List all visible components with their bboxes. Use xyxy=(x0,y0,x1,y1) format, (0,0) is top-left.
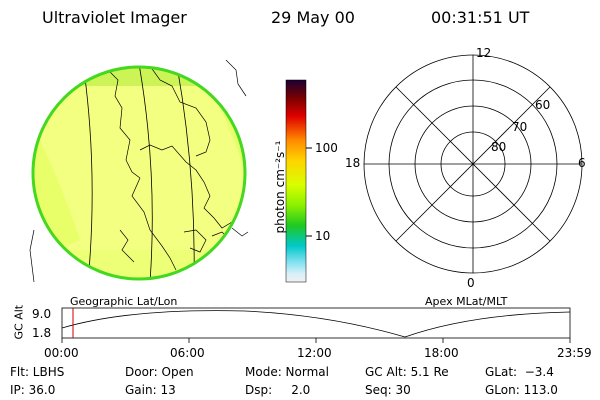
colorbar-tick-100: 100 xyxy=(315,141,338,155)
info-dsp: Dsp: 2.0 xyxy=(245,383,311,397)
info-seq: Seq: 30 xyxy=(365,383,411,397)
info-gc-alt: GC Alt: 5.1 Re xyxy=(365,365,449,379)
earth-disk-image xyxy=(29,59,249,283)
timeline-tick-1200: 12:00 xyxy=(297,346,332,360)
colorbar xyxy=(285,79,312,283)
mlt-label-6: 6 xyxy=(578,156,586,170)
mlat-label-60: 60 xyxy=(535,98,551,112)
colorbar-tick-10: 10 xyxy=(315,229,331,243)
instrument-title: Ultraviolet Imager xyxy=(42,8,187,27)
info-glon: GLon: 113.0 xyxy=(485,383,558,397)
info-door: Door: Open xyxy=(125,365,194,379)
time-label: 00:31:51 UT xyxy=(431,8,530,27)
info-glat: GLat: −3.4 xyxy=(485,365,554,379)
timeline-tick-0000: 00:00 xyxy=(44,346,79,360)
info-gain: Gain: 13 xyxy=(125,383,176,397)
mlt-label-18: 18 xyxy=(345,156,361,170)
timeline-tick-0600: 06:00 xyxy=(170,346,205,360)
colorbar-unit-label: photon cm⁻²s⁻¹ xyxy=(273,140,287,234)
info-mode: Mode: Normal xyxy=(245,365,329,379)
timeline-y-max: 9.0 xyxy=(32,307,52,321)
info-flt: Flt: LBHS xyxy=(10,365,65,379)
mlt-label-0: 0 xyxy=(467,276,475,290)
timeline-y-min: 1.8 xyxy=(32,326,52,340)
geographic-caption: Geographic Lat/Lon xyxy=(70,295,178,308)
timeline-tick-2359: 23:59 xyxy=(557,346,592,360)
info-ip: IP: 36.0 xyxy=(10,383,56,397)
mlat-label-80: 80 xyxy=(491,140,507,154)
apex-caption: Apex MLat/MLT xyxy=(425,295,508,308)
timeline-tick-1800: 18:00 xyxy=(424,346,459,360)
polar-grid xyxy=(363,54,583,274)
altitude-timeline xyxy=(61,307,571,343)
timeline-y-axis-label: GC Alt xyxy=(12,304,26,340)
mlt-label-12: 12 xyxy=(476,46,492,60)
date-label: 29 May 00 xyxy=(271,8,355,27)
mlat-label-70: 70 xyxy=(512,120,528,134)
